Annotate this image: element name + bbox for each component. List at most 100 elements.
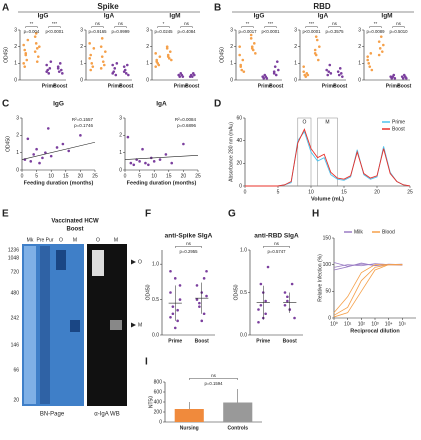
- marker-label: 20: [13, 397, 19, 403]
- dot: [176, 308, 179, 312]
- dot: [193, 73, 196, 77]
- dot: [380, 50, 384, 53]
- dot: [242, 70, 246, 73]
- marker-label: 1048: [8, 255, 19, 261]
- point: [170, 161, 174, 165]
- x-tick-label: Prime: [168, 338, 182, 344]
- dot: [382, 43, 385, 47]
- chart-title: IgA: [104, 13, 115, 20]
- dot: [366, 58, 369, 62]
- dot: [99, 67, 103, 70]
- marker-label: 66: [13, 367, 19, 373]
- gel-band: [70, 320, 80, 332]
- dot: [181, 75, 185, 78]
- y-tick-label: 3: [230, 27, 233, 33]
- x-tick-label: 15: [341, 189, 347, 195]
- bracket: [175, 246, 202, 248]
- y-tick-label: 1: [14, 61, 17, 67]
- panel-letter: F: [145, 209, 151, 220]
- panel-letter: C: [2, 99, 9, 110]
- y-axis-label: Relative Infection (%): [317, 254, 323, 302]
- y-axis-label: OD450: [145, 284, 151, 300]
- x-tick-label: 15: [63, 173, 69, 179]
- dot: [176, 319, 179, 323]
- bracket: [91, 26, 104, 28]
- dot: [115, 62, 119, 65]
- y-tick-label: 600: [154, 389, 163, 395]
- dot: [170, 58, 173, 62]
- gel-caption: α-IgA WB: [94, 412, 119, 418]
- gel-lane: [40, 246, 50, 404]
- dot: [262, 77, 266, 80]
- y-tick-label: 0: [159, 419, 162, 425]
- dot: [111, 72, 114, 75]
- dot: [178, 298, 182, 301]
- dot: [249, 37, 253, 40]
- dot: [238, 45, 241, 48]
- y-tick-label: 3: [146, 27, 149, 33]
- annotation: p=0.1746: [74, 123, 93, 128]
- panel-letter: I: [145, 357, 148, 368]
- dot: [173, 326, 177, 330]
- dot: [155, 60, 159, 63]
- dot: [100, 55, 104, 58]
- dot: [104, 50, 107, 53]
- y-tick-label: 1: [119, 150, 122, 156]
- y-tick-label: 0: [146, 77, 149, 83]
- dot: [100, 37, 104, 40]
- p-value: p=0.9999: [111, 29, 130, 34]
- dot: [377, 40, 381, 43]
- y-tick-label: 1: [146, 61, 149, 67]
- dot: [314, 35, 318, 38]
- x-axis-label: Volume (mL): [311, 196, 344, 202]
- dot: [113, 67, 117, 70]
- dot: [178, 284, 182, 287]
- point: [29, 160, 33, 163]
- y-tick-label: 3: [16, 115, 19, 121]
- annotation: R²=0.0084: [175, 117, 197, 122]
- y-axis-label: OD450: [233, 284, 239, 300]
- dot: [286, 299, 289, 303]
- x-tick-label: 5: [35, 173, 38, 179]
- y-tick-label: 0: [80, 77, 83, 83]
- significance: ns: [332, 21, 338, 26]
- y-tick-label: 2: [146, 44, 149, 50]
- marker-label: 242: [11, 315, 20, 321]
- dot: [122, 65, 126, 68]
- point: [144, 161, 147, 165]
- y-tick-label: 3: [119, 115, 122, 121]
- y-tick-label: 0: [294, 77, 297, 83]
- bracket: [305, 26, 318, 28]
- dot: [35, 47, 39, 50]
- y-tick-label: 0: [358, 77, 361, 83]
- panel-letter: E: [2, 209, 9, 220]
- y-tick-label: 1.0: [240, 247, 247, 253]
- significance: ns: [118, 21, 124, 26]
- x-tick-label: 5: [138, 173, 141, 179]
- x-tick-label: 0: [244, 189, 247, 195]
- y-tick-label: 150: [323, 235, 332, 241]
- dot: [341, 75, 344, 78]
- y-tick-label: 60: [236, 115, 242, 121]
- panel-letter: A: [2, 3, 9, 14]
- bracket: [25, 26, 38, 28]
- dot: [99, 45, 103, 48]
- y-axis-label: OD450: [219, 47, 225, 63]
- significance: *: [163, 21, 165, 26]
- dot: [127, 73, 130, 77]
- panel-letter: G: [228, 209, 236, 220]
- dot: [238, 53, 241, 57]
- dot: [306, 73, 310, 77]
- dot: [265, 77, 269, 80]
- significance: **: [246, 21, 250, 26]
- x-tick-label: Boost: [195, 338, 210, 344]
- dot: [166, 55, 170, 58]
- dot: [277, 68, 280, 72]
- dot: [154, 65, 157, 68]
- point: [79, 134, 82, 137]
- dot: [366, 55, 369, 58]
- dot: [202, 312, 206, 316]
- x-tick-label: Prime: [258, 83, 272, 89]
- dot: [195, 298, 199, 301]
- point: [126, 135, 130, 139]
